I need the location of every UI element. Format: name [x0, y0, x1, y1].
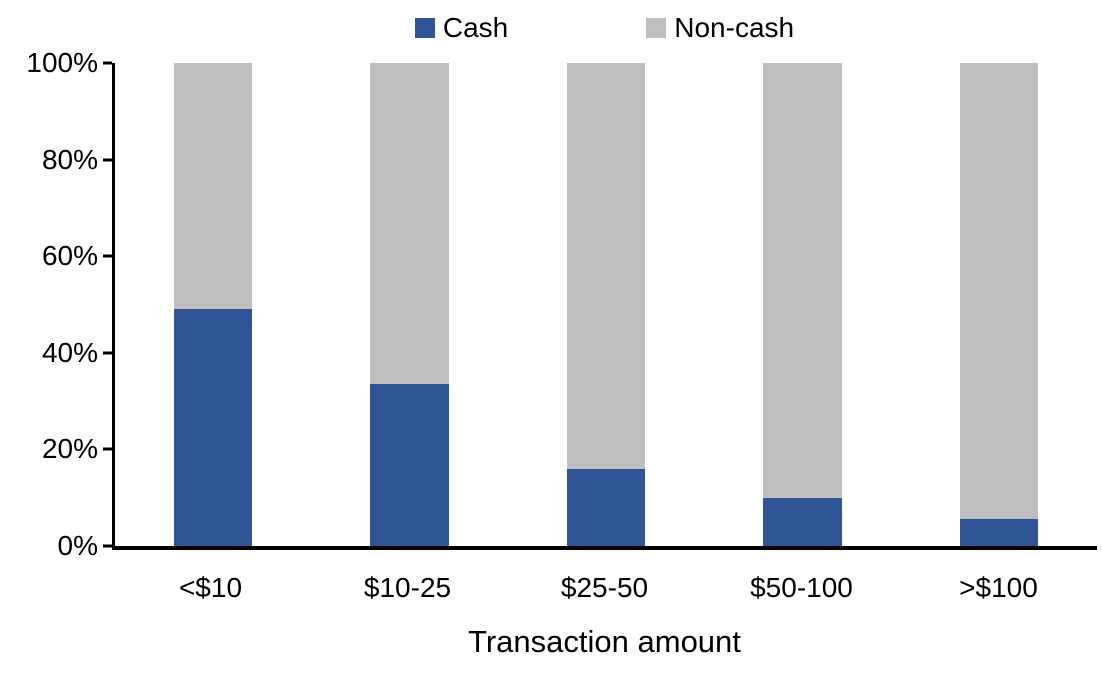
bar-column [311, 63, 507, 546]
bar-segment-noncash [370, 63, 449, 385]
y-tick-label: 80% [41, 143, 98, 175]
x-tick-label: $10-25 [363, 572, 452, 603]
y-tick-label: 100% [26, 47, 98, 78]
bar-segment-cash [173, 309, 253, 546]
bar-segment-noncash [566, 63, 646, 469]
stacked-bar [959, 63, 1039, 546]
y-tick-label: 0% [57, 530, 98, 561]
plot-area: 0% 20% 40% 60% 80% 100% [26, 49, 1097, 560]
x-axis-labels: <$10 $10-25 $25-50 $50-100 >$100 [112, 572, 1097, 604]
legend-label-cash: Cash [442, 12, 509, 43]
legend-label-noncash: Non-cash [674, 12, 795, 43]
stacked-bar [763, 63, 842, 546]
stacked-bar [566, 63, 646, 546]
x-tick-label: >$100 [959, 572, 1038, 603]
bar-segment-noncash [763, 63, 842, 498]
y-tick-mark [103, 447, 112, 451]
y-tick-label: 20% [41, 433, 98, 465]
chart-legend: Cash Non-cash [112, 12, 1097, 44]
y-tick-label: 40% [41, 336, 98, 368]
y-tick-mark [103, 544, 112, 548]
bars-container [115, 63, 1097, 546]
bar-segment-cash [763, 497, 842, 546]
bar-column [508, 63, 704, 546]
y-tick-label: 60% [41, 240, 98, 272]
bar-segment-cash [370, 384, 449, 546]
stacked-bar [173, 63, 253, 546]
x-axis-title: Transaction amount [468, 624, 741, 659]
bar-column [115, 63, 311, 546]
legend-swatch-cash [414, 18, 435, 38]
bar-column [704, 63, 900, 546]
x-tick-label: $25-50 [560, 572, 649, 603]
y-tick-mark [103, 158, 112, 162]
y-tick-mark [103, 351, 112, 355]
x-tick-label: $50-100 [750, 572, 853, 603]
x-tick-label: <$10 [178, 572, 243, 603]
stacked-bar [370, 63, 449, 546]
y-tick-mark [103, 254, 112, 258]
bar-segment-cash [959, 519, 1039, 546]
bar-segment-noncash [959, 63, 1039, 520]
legend-item-noncash: Non-cash [646, 12, 794, 44]
bar-segment-noncash [173, 63, 253, 310]
bar-column [901, 63, 1097, 546]
legend-item-cash: Cash [414, 12, 509, 44]
y-tick-mark [103, 61, 112, 65]
bar-segment-cash [566, 468, 646, 546]
legend-swatch-noncash [646, 18, 667, 38]
